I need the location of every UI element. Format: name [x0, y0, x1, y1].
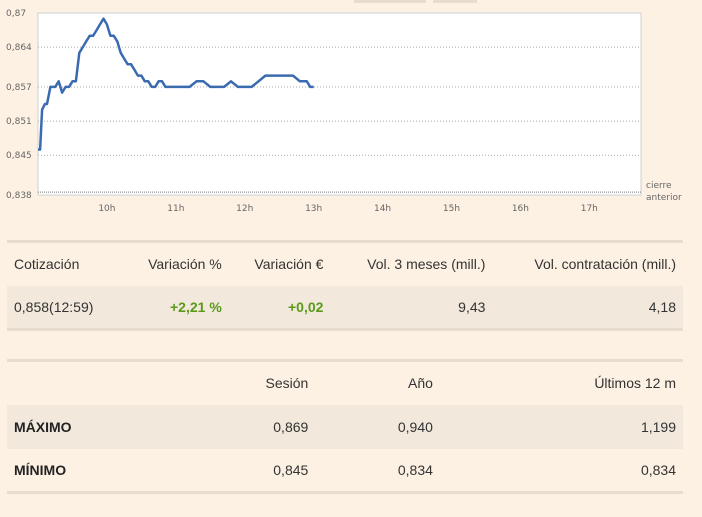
quote-table: Cotización Variación % Variación € Vol. … — [7, 240, 683, 331]
series-group — [38, 17, 314, 151]
x-tick-label: 10h — [98, 204, 115, 214]
col-sesion: Sesión — [171, 359, 316, 405]
y-tick-label: 0,857 — [6, 83, 32, 93]
quote-table-header-row: Cotización Variación % Variación € Vol. … — [7, 240, 683, 286]
x-tick-label: 12h — [236, 204, 253, 214]
plot-area — [37, 12, 642, 196]
y-tick-label: 0,838 — [6, 191, 32, 201]
y-tick-label: 0,87 — [6, 9, 26, 19]
top-tab-2[interactable] — [433, 0, 477, 3]
variacion-pct-value: +2,21 % — [121, 285, 229, 331]
maximo-anio: 0,940 — [397, 418, 433, 435]
vol-contratacion-value: 4,18 — [492, 285, 683, 331]
col-cotizacion: Cotización — [7, 240, 122, 286]
col-ultimos-12m: Últimos 12 m — [439, 359, 683, 405]
range-table: Sesión Año Últimos 12 m MÁXIMO 0,869 0,9… — [7, 359, 683, 494]
minimo-ultimos: 0,834 — [439, 448, 683, 494]
col-vol-contratacion: Vol. contratación (mill.) — [492, 240, 683, 286]
col-variacion-pct: Variación % — [121, 240, 229, 286]
x-tick-label: 14h — [374, 204, 391, 214]
col-empty — [7, 359, 171, 405]
col-vol-3-meses: Vol. 3 meses (mill.) — [330, 240, 493, 286]
top-tab-1[interactable] — [354, 0, 426, 3]
variacion-eur-value: +0,02 — [228, 285, 331, 331]
col-anio: Año — [315, 359, 440, 405]
range-table-header-row: Sesión Año Últimos 12 m — [7, 359, 683, 405]
maximo-ultimos: 1,199 — [640, 418, 676, 435]
reference-line-label-2: anterior — [646, 193, 682, 203]
vol-3-meses-value: 9,43 — [330, 285, 493, 331]
minimo-label: MÍNIMO — [7, 448, 171, 494]
y-tick-label: 0,845 — [6, 151, 32, 161]
cotizacion-value: 0,858(12:59) — [7, 285, 122, 331]
range-row-maximo: MÁXIMO 0,869 0,940 1,199 — [7, 404, 683, 449]
minimo-sesion: 0,845 — [171, 448, 316, 494]
quote-table-row: 0,858(12:59) +2,21 % +0,02 9,43 4,18 — [7, 285, 683, 331]
x-tick-label: 11h — [167, 204, 184, 214]
maximo-sesion: 0,869 — [273, 418, 309, 435]
x-tick-label: 13h — [305, 204, 322, 214]
y-axis-ticks: 0,87 0,864 0,857 0,851 0,845 0,838 — [6, 9, 32, 201]
col-variacion-eur: Variación € — [228, 240, 331, 286]
maximo-label: MÁXIMO — [14, 418, 72, 435]
minimo-anio: 0,834 — [315, 448, 440, 494]
x-axis-ticks: 10h 11h 12h 13h 14h 15h 16h 17h — [98, 204, 598, 214]
x-tick-label: 16h — [512, 204, 529, 214]
reference-line-label-1: cierre — [646, 181, 672, 191]
x-tick-label: 17h — [581, 204, 598, 214]
x-tick-label: 15h — [443, 204, 460, 214]
y-tick-label: 0,864 — [6, 43, 32, 53]
price-series-line — [38, 17, 314, 151]
range-row-minimo: MÍNIMO 0,845 0,834 0,834 — [7, 448, 683, 494]
y-tick-label: 0,851 — [6, 117, 32, 127]
